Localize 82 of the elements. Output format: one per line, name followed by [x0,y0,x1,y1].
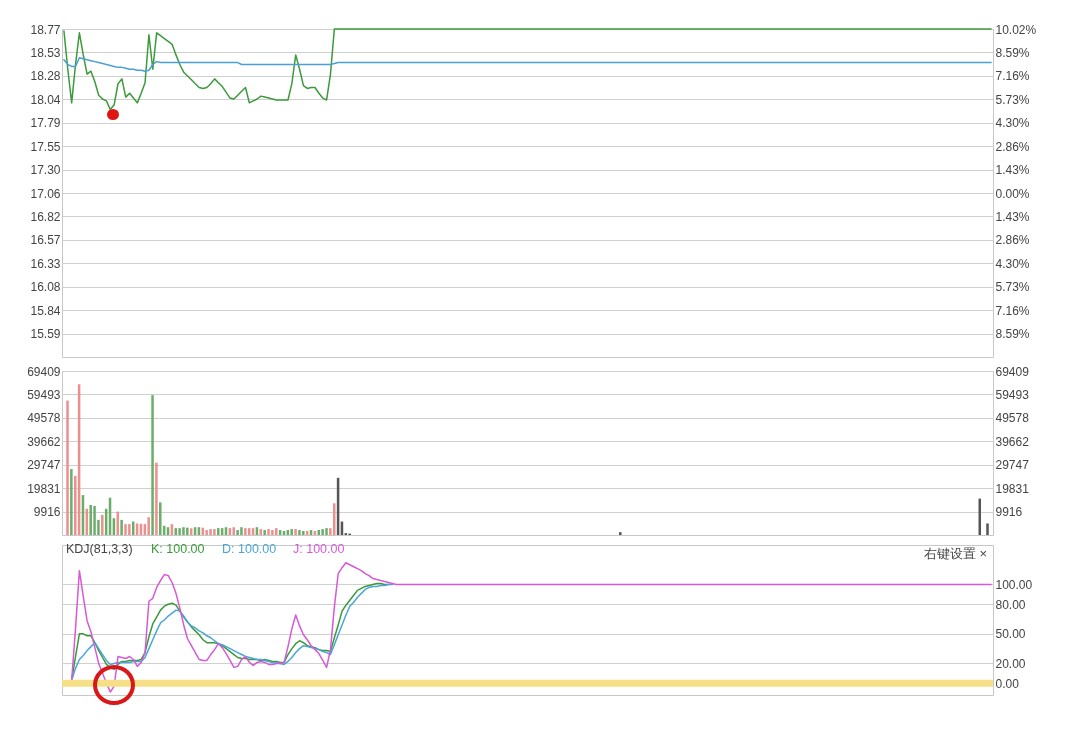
bar [151,395,154,535]
y-tick-label: 0.00 [995,676,1020,691]
y2-tick-label: 7.16% [995,69,1030,84]
y-tick-label: 15.84 [30,303,61,318]
bar [209,529,212,535]
bar [232,527,235,535]
y-tick-label: 49578 [27,411,61,426]
y-tick-label: 16.33 [30,256,61,271]
series-label: J: 100.00 [293,542,345,556]
bar [159,502,162,535]
y2-tick-label: 5.73% [995,280,1030,295]
y2-tick-label: 2.86% [995,233,1030,248]
y2-tick-label: 2.86% [995,139,1030,154]
bar [205,530,208,535]
y-tick-label: 17.55 [30,139,61,154]
y2-tick-label: 1.43% [995,163,1030,178]
bar [244,528,247,535]
y2-tick-label: 8.59% [995,327,1030,342]
y2-tick-label: 10.02% [995,22,1037,37]
bar [147,517,150,535]
bar [101,514,104,535]
y-tick-label: 16.57 [30,233,61,248]
annotation: 右键设置 × [923,546,987,561]
y-tick-label: 18.53 [30,45,61,60]
text: K: 100.00 [151,542,205,556]
y-tick-label: 17.30 [30,163,61,178]
y-tick-label: 29747 [27,458,61,473]
y2-tick-label: 0.00% [995,186,1030,201]
y2-tick-label: 5.73% [995,92,1030,107]
y-tick-label: 80.00 [995,597,1026,612]
y-tick-label: 19831 [27,481,61,496]
text: D: 100.00 [222,542,277,556]
bar [128,524,131,535]
y-tick-label: 59493 [27,387,61,402]
y2-tick-label: 8.59% [995,45,1030,60]
bar [182,527,185,535]
bar [70,469,73,535]
y2-tick-label: 4.30% [995,256,1030,271]
bar [93,505,96,535]
bar [298,530,301,535]
y-tick-label: 20.00 [995,656,1026,671]
bar [213,529,216,535]
bar [124,524,127,535]
bar [66,400,69,535]
y-tick-label: 17.79 [30,116,61,131]
bar [325,528,328,535]
bar [178,528,181,535]
y-tick-label: 100.00 [995,577,1033,592]
y-tick-label: 15.59 [30,327,61,342]
bar [271,530,274,535]
bar [294,529,297,535]
bar [174,528,177,535]
y-tick-label: 50.00 [995,627,1026,642]
y-tick-label: 18.28 [30,69,61,84]
bar [302,530,305,535]
line-series [63,57,992,72]
bar [263,530,266,535]
bar [274,528,278,535]
y-tick-label: 17.06 [30,186,61,201]
y-tick-label: 9916 [33,505,61,520]
bar [619,532,622,535]
legend-title: KDJ(81,3,3) [66,542,133,556]
y-tick-label: 18.04 [30,92,61,107]
bar [120,519,123,535]
y-tick-label: 18.77 [30,22,61,37]
bar [290,529,293,535]
y2-tick-label: 4.30% [995,116,1030,131]
bar [217,528,220,535]
y-tick-label: 69409 [27,364,61,379]
y2-tick-label: 1.43% [995,209,1030,224]
y-tick-label: 39662 [27,434,61,449]
y-tick-label: 16.82 [30,209,61,224]
bar [240,527,243,535]
bar [89,504,92,535]
bar [986,523,989,535]
bar [321,529,324,535]
y2-tick-label: 7.16% [995,303,1030,318]
bar [267,529,270,535]
y-tick-label: 16.08 [30,280,61,295]
bar [155,462,158,535]
bar [236,530,239,535]
bar [186,527,189,535]
